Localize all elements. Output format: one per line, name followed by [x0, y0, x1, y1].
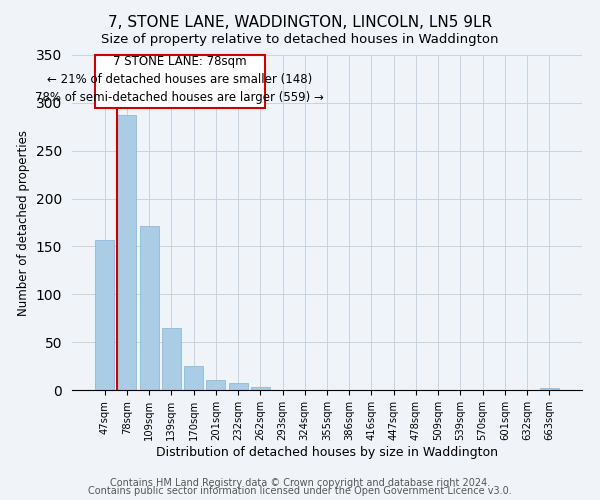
Text: 7, STONE LANE, WADDINGTON, LINCOLN, LN5 9LR: 7, STONE LANE, WADDINGTON, LINCOLN, LN5 …	[108, 15, 492, 30]
Bar	[251, 387, 270, 390]
Text: Contains public sector information licensed under the Open Government Licence v3: Contains public sector information licen…	[88, 486, 512, 496]
X-axis label: Distribution of detached houses by size in Waddington: Distribution of detached houses by size …	[156, 446, 498, 458]
Bar	[140, 226, 158, 390]
Bar	[118, 116, 136, 390]
Text: Size of property relative to detached houses in Waddington: Size of property relative to detached ho…	[101, 32, 499, 46]
Bar	[184, 366, 203, 390]
Bar	[229, 384, 248, 390]
Bar	[206, 380, 225, 390]
Y-axis label: Number of detached properties: Number of detached properties	[17, 130, 31, 316]
Bar	[540, 388, 559, 390]
Text: Contains HM Land Registry data © Crown copyright and database right 2024.: Contains HM Land Registry data © Crown c…	[110, 478, 490, 488]
Text: 7 STONE LANE: 78sqm
← 21% of detached houses are smaller (148)
78% of semi-detac: 7 STONE LANE: 78sqm ← 21% of detached ho…	[35, 55, 324, 104]
Bar	[162, 328, 181, 390]
Bar	[95, 240, 114, 390]
FancyBboxPatch shape	[95, 55, 265, 108]
